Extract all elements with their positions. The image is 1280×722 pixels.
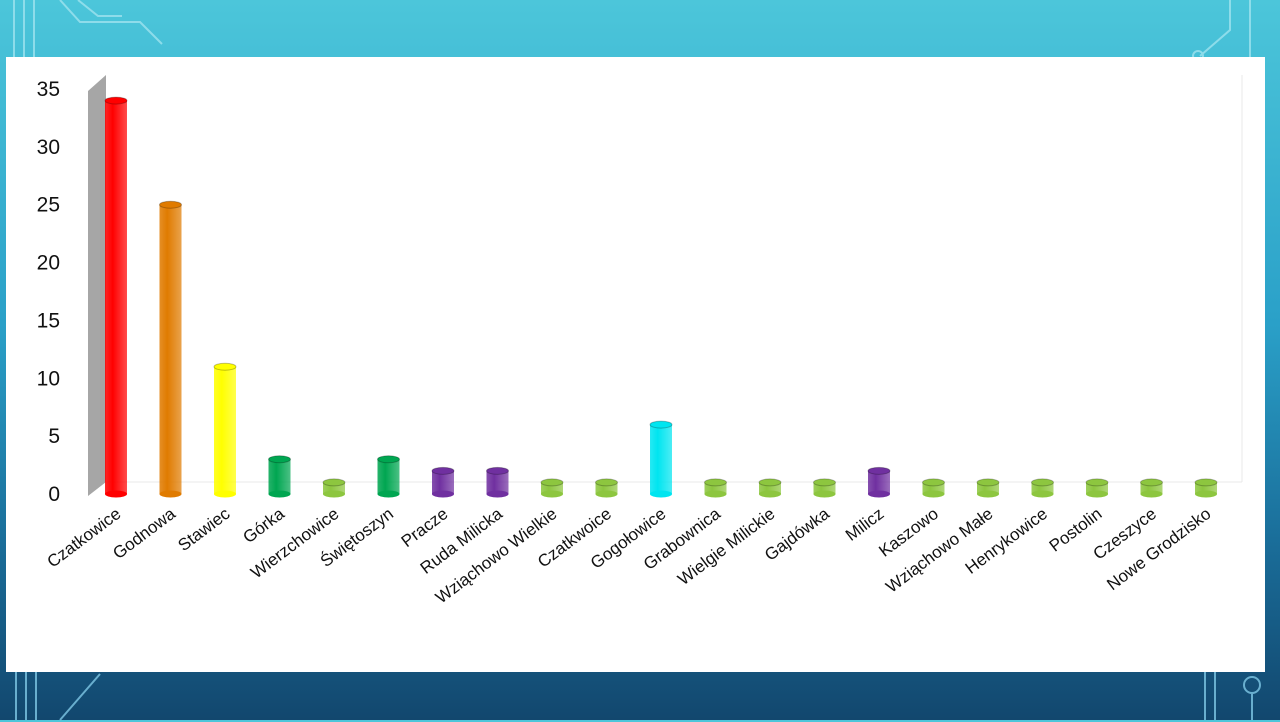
- circuit-decoration-bottom: [15, 672, 1261, 721]
- bar: [540, 478, 564, 498]
- bar: [649, 420, 673, 498]
- x-tick-label: Czatkowice: [44, 504, 125, 571]
- bar: [867, 466, 891, 498]
- bar: [1140, 478, 1163, 498]
- y-tick-label: 5: [48, 425, 60, 448]
- y-tick-label: 20: [37, 252, 60, 275]
- y-tick-label: 10: [37, 367, 60, 390]
- back-wall-panel: [88, 75, 106, 496]
- bar: [922, 478, 945, 498]
- x-tick-label: Milicz: [842, 504, 887, 545]
- bar: [1031, 478, 1054, 498]
- bar: [813, 478, 836, 498]
- bar: [704, 478, 727, 498]
- y-axis: 0 5 10 15 20 25 30 35: [37, 78, 60, 506]
- bar: [159, 200, 182, 498]
- bar: [268, 455, 291, 498]
- y-tick-label: 15: [37, 309, 60, 332]
- x-tick-label: Stawiec: [174, 504, 233, 555]
- bar: [322, 478, 346, 498]
- bar: [377, 455, 400, 498]
- bar-series: [104, 96, 1218, 498]
- x-tick-label: Godnowa: [109, 504, 179, 563]
- y-tick-label: 0: [48, 483, 60, 506]
- bar: [213, 362, 237, 498]
- chart-panel: 0 5 10 15 20 25 30 35 Czatkowice Godnowa Stawiec G…: [6, 57, 1265, 672]
- bar: [976, 478, 1000, 498]
- circuit-decoration-top: [13, 0, 1251, 60]
- bar: [104, 96, 128, 498]
- bar: [1085, 478, 1109, 498]
- bar: [1194, 478, 1218, 498]
- bar: [595, 478, 618, 498]
- bar: [486, 466, 509, 498]
- x-tick-label: Wielgie Milickie: [674, 504, 778, 589]
- y-tick-label: 25: [37, 194, 60, 217]
- bar: [431, 466, 455, 498]
- bar: [758, 478, 782, 498]
- y-tick-label: 30: [37, 136, 60, 159]
- y-tick-label: 35: [37, 78, 60, 101]
